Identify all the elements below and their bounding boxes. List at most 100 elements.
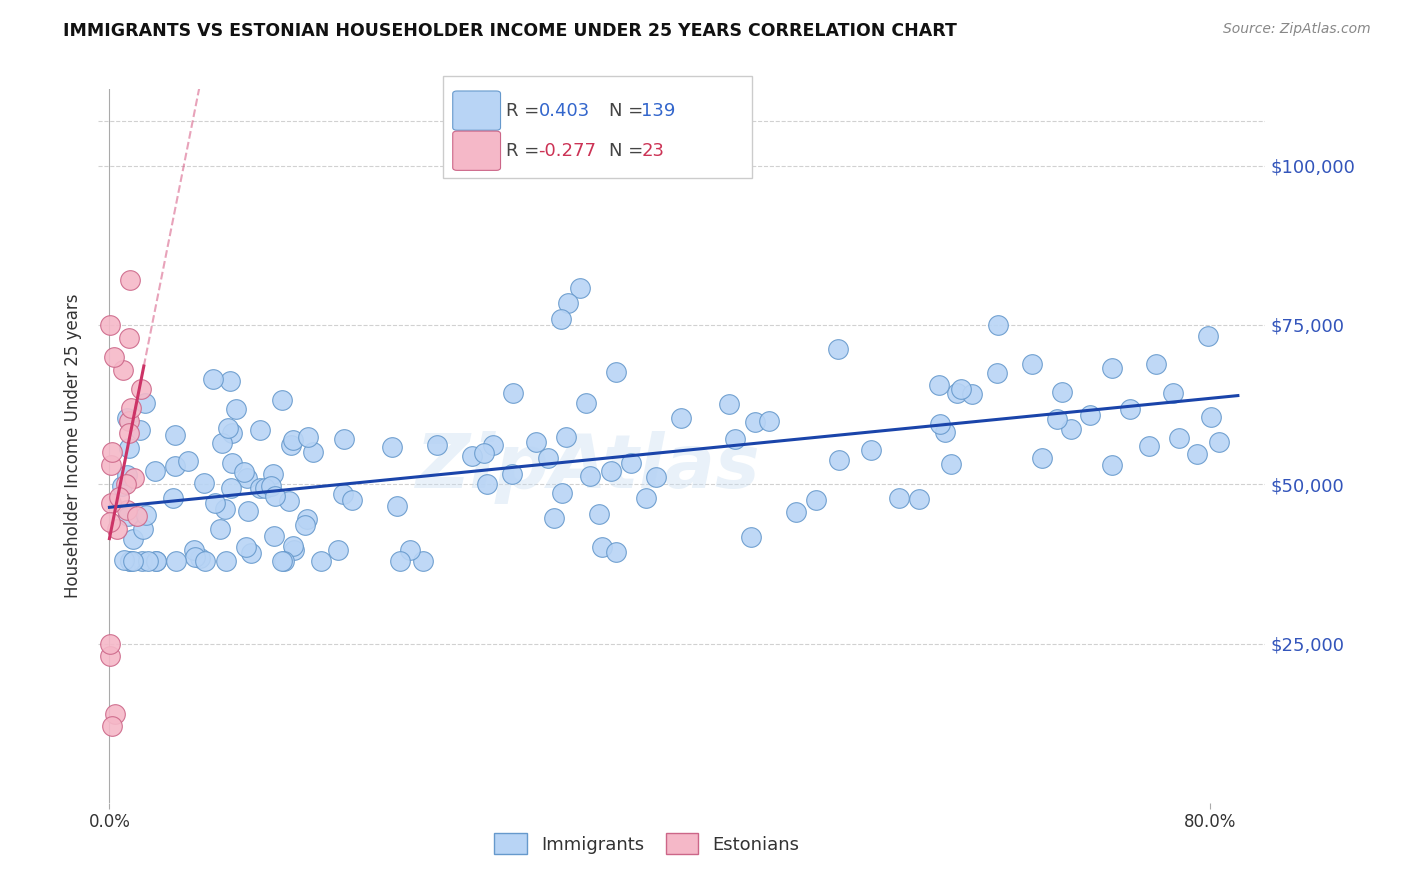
Point [101, 445, 124, 459]
Point [543, 510, 565, 524]
Point [620, 456, 643, 470]
Point [103, 350, 125, 364]
Text: IMMIGRANTS VS ESTONIAN HOUSEHOLDER INCOME UNDER 25 YEARS CORRELATION CHART: IMMIGRANTS VS ESTONIAN HOUSEHOLDER INCOM… [63, 22, 957, 40]
Point [569, 280, 592, 294]
Point [1101, 360, 1123, 375]
Point [131, 554, 153, 568]
Point [591, 540, 613, 554]
Point [163, 458, 186, 473]
Point [162, 491, 184, 506]
Point [987, 318, 1010, 332]
Point [120, 273, 142, 287]
Point [332, 486, 354, 500]
Point [301, 445, 323, 459]
Point [217, 420, 239, 434]
Point [253, 481, 276, 495]
Point [218, 374, 240, 388]
Point [477, 477, 499, 491]
Point [262, 467, 284, 482]
Text: N =: N = [609, 102, 648, 120]
Point [537, 450, 560, 465]
Point [724, 432, 747, 446]
Point [127, 509, 149, 524]
Point [104, 706, 127, 721]
Point [100, 496, 122, 510]
Point [671, 410, 693, 425]
Point [118, 554, 141, 568]
Point [98, 318, 121, 332]
Text: R =: R = [506, 102, 546, 120]
Point [1199, 410, 1222, 425]
Text: R =: R = [506, 142, 546, 160]
Point [482, 438, 505, 452]
Point [135, 508, 157, 523]
Point [605, 365, 627, 379]
Point [557, 295, 579, 310]
Point [941, 457, 963, 471]
Point [193, 475, 215, 490]
Point [118, 442, 141, 456]
Point [281, 434, 304, 448]
Point [221, 456, 243, 470]
Point [986, 366, 1008, 380]
Point [118, 554, 141, 568]
Point [928, 377, 950, 392]
Point [273, 554, 295, 568]
Point [124, 471, 146, 485]
Point [283, 539, 305, 553]
Point [209, 522, 232, 536]
Point [501, 467, 523, 482]
Point [136, 554, 159, 568]
Point [575, 396, 598, 410]
Point [472, 446, 495, 460]
Point [112, 553, 135, 567]
Point [100, 458, 122, 472]
Point [120, 401, 142, 415]
Point [744, 415, 766, 429]
Point [283, 542, 305, 557]
Point [215, 554, 238, 568]
Point [117, 467, 139, 482]
Point [426, 438, 449, 452]
Point [117, 508, 139, 523]
Point [183, 543, 205, 558]
Text: ZipAtlas: ZipAtlas [416, 431, 761, 504]
Point [1161, 385, 1184, 400]
Point [264, 489, 287, 503]
Point [1167, 430, 1189, 444]
Point [260, 478, 283, 492]
Point [908, 491, 931, 506]
Point [1119, 402, 1142, 417]
Point [194, 554, 217, 568]
Text: Source: ZipAtlas.com: Source: ZipAtlas.com [1223, 22, 1371, 37]
Point [502, 385, 524, 400]
Point [1137, 439, 1160, 453]
Point [115, 477, 138, 491]
Point [962, 386, 984, 401]
Point [605, 545, 627, 559]
Point [145, 554, 167, 568]
Point [309, 554, 332, 568]
Point [600, 464, 623, 478]
Point [225, 401, 247, 416]
Point [524, 434, 547, 449]
Point [201, 372, 224, 386]
Point [204, 496, 226, 510]
Point [129, 423, 152, 437]
Point [326, 542, 349, 557]
Point [118, 331, 141, 345]
Point [644, 470, 666, 484]
Point [934, 425, 956, 440]
Point [132, 522, 155, 536]
Point [143, 463, 166, 477]
Point [785, 504, 807, 518]
Point [118, 426, 141, 441]
Point [1031, 450, 1053, 465]
Point [578, 469, 600, 483]
Point [333, 432, 356, 446]
Point [271, 392, 294, 407]
Point [115, 411, 138, 425]
Point [221, 425, 243, 440]
Text: 23: 23 [641, 142, 664, 160]
Point [385, 499, 408, 513]
